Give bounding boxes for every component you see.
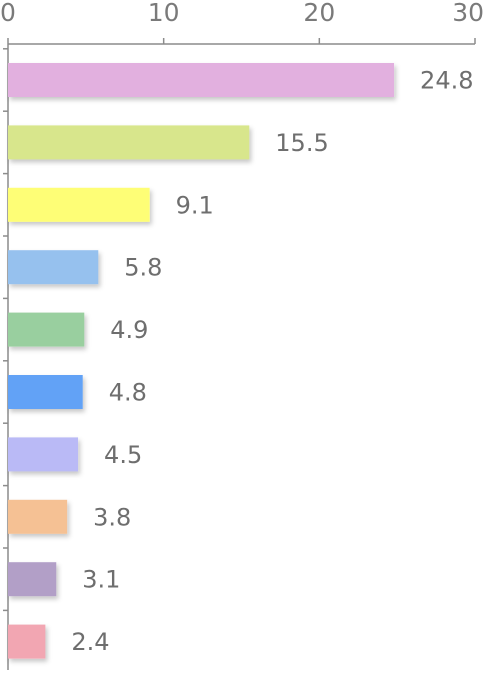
bars bbox=[8, 63, 395, 659]
x-tick-label: 30 bbox=[452, 0, 484, 27]
bar bbox=[8, 437, 79, 472]
data-labels: 24.8 15.5 9.1 5.8 4.9 4.8 4.5 3.8 3.1 2.4 bbox=[71, 67, 473, 657]
data-label: 4.8 bbox=[109, 379, 147, 407]
bar bbox=[8, 499, 68, 534]
data-label: 3.8 bbox=[93, 503, 131, 531]
data-label: 2.4 bbox=[71, 628, 109, 656]
bar bbox=[8, 250, 99, 285]
data-label: 15.5 bbox=[275, 129, 328, 157]
bar bbox=[8, 375, 83, 409]
data-label: 24.8 bbox=[420, 67, 473, 95]
bar bbox=[8, 125, 250, 160]
data-label: 5.8 bbox=[124, 254, 162, 282]
x-tick-label: 20 bbox=[303, 0, 335, 27]
x-tick-label: 10 bbox=[148, 0, 180, 27]
bar bbox=[8, 624, 46, 659]
bar bbox=[8, 187, 150, 222]
data-label: 3.1 bbox=[82, 566, 120, 594]
x-tick-label: 0 bbox=[0, 0, 16, 27]
bar bbox=[8, 63, 395, 97]
data-label: 9.1 bbox=[176, 191, 214, 219]
data-label: 4.9 bbox=[110, 316, 148, 344]
bar bbox=[8, 562, 57, 597]
bar bbox=[8, 312, 85, 347]
data-label: 4.5 bbox=[104, 441, 142, 469]
